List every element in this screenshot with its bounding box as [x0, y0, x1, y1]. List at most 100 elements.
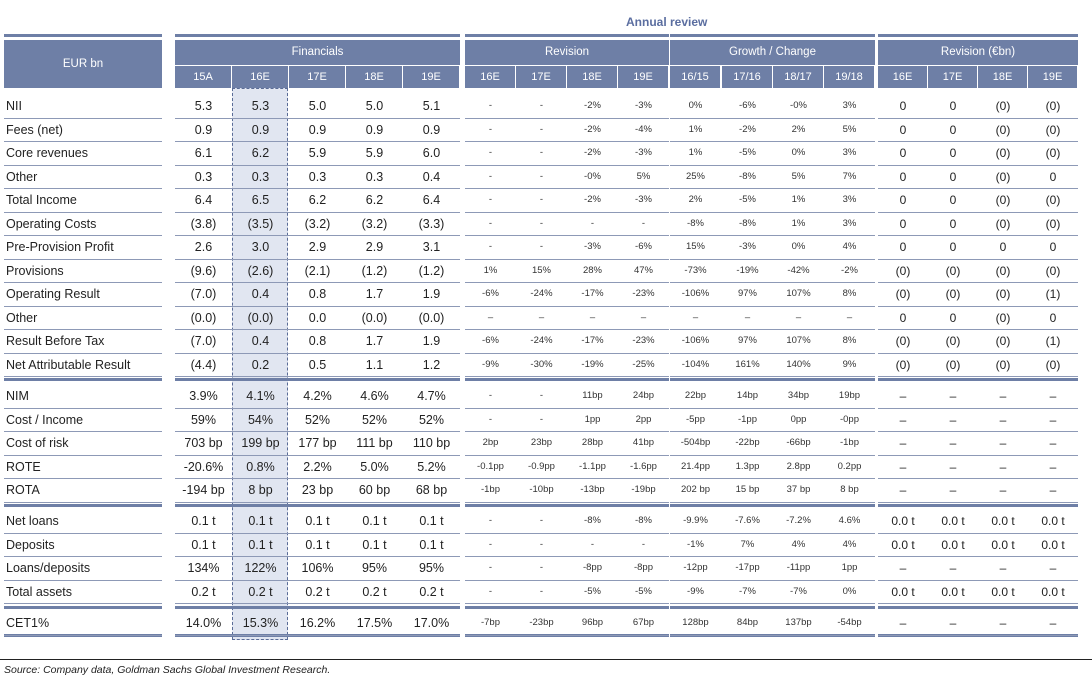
row-divider [670, 603, 875, 604]
revision-eur-cell: 0 [899, 99, 907, 113]
table-row: ROTA -194 bp 8 bp 23 bp 60 bp 68 bp -1bp -10bp -… [0, 479, 1092, 503]
financials-cell: 5.9 [308, 146, 327, 160]
financials-cell: 4.1% [246, 389, 275, 403]
row-divider [175, 188, 460, 189]
section-separator [670, 606, 875, 609]
revision-eur-cell: – [949, 483, 957, 497]
revision-eur-cell: 0 [899, 169, 907, 184]
revision-cell: - [488, 515, 493, 526]
financials-cell: 0.2 [251, 357, 270, 372]
row-divider [4, 188, 162, 189]
revision-eur-cell: – [899, 616, 907, 630]
financials-cell: 2.6 [194, 240, 213, 254]
table-row: Other 0.3 0.3 0.3 0.3 0.4 - - -0% 5% 25% -8% 5% 7% 0 0 (… [0, 166, 1092, 189]
financials-cell: 1.9 [422, 287, 441, 301]
revision-cell: -17% [581, 335, 604, 346]
row-divider [4, 603, 162, 604]
revision-cell: – [640, 311, 647, 323]
growth-cell: -3% [739, 241, 756, 252]
growth-cell: 8 bp [840, 484, 859, 495]
row-divider [175, 634, 460, 636]
row-divider [878, 117, 1078, 119]
revision-cell: -6% [635, 241, 652, 252]
row-divider [878, 579, 1078, 581]
financials-cell: 15.3% [242, 616, 279, 630]
growth-cell: -8% [687, 217, 704, 229]
group-growth-change: Growth / Change [670, 40, 875, 65]
financials-cell: 0.1 t [419, 537, 444, 552]
growth-cell: -7% [739, 585, 756, 597]
financials-cell: 6.2 [251, 146, 270, 160]
revision-cell: -3% [584, 241, 601, 252]
row-divider [175, 282, 460, 283]
row-divider [175, 501, 460, 503]
revision-col-header: 17E [516, 66, 566, 88]
revision-cell: -24% [530, 288, 553, 299]
financials-cell: 52% [304, 412, 331, 427]
row-divider [878, 634, 1078, 636]
row-divider [878, 556, 1078, 557]
financials-cell: 6.0 [422, 146, 441, 160]
revision-eur-cell: (0) [995, 287, 1011, 301]
row-divider [465, 282, 669, 283]
section-separator [4, 504, 162, 507]
revision-cell: - [539, 194, 544, 205]
growth-cell: 1pp [841, 562, 858, 573]
row-divider [670, 164, 875, 166]
row-divider [175, 164, 460, 166]
row-divider [878, 211, 1078, 213]
row-divider [878, 454, 1078, 456]
row-divider [4, 634, 162, 636]
financials-cell: 0.1 t [248, 514, 273, 528]
row-divider [175, 376, 460, 377]
financials-cell: 0.2 t [248, 584, 273, 599]
section-separator [878, 634, 1078, 637]
financials-cell: 14.0% [185, 616, 222, 630]
revision-eur-cell: (0) [945, 263, 961, 278]
row-divider [175, 117, 460, 119]
growth-cell: -17pp [735, 562, 760, 573]
financials-cell: 6.1 [194, 146, 213, 160]
row-label: Fees (net) [6, 122, 63, 137]
financials-cell: 5.0% [360, 459, 389, 474]
revision-cell: - [539, 241, 544, 252]
growth-cell: 3% [842, 194, 857, 205]
revision-cell: 28% [582, 264, 602, 276]
financials-cell: 4.7% [417, 389, 446, 403]
revision-cell: - [488, 194, 493, 205]
group-financials: Financials [175, 40, 460, 65]
revision-eur-cell: (0) [995, 216, 1011, 231]
financials-cell: 6.5 [251, 193, 270, 207]
financials-col-header: 19E [403, 66, 459, 88]
revision-eur-cell: (0) [1045, 122, 1061, 137]
financials-cell: 0.1 t [248, 537, 273, 552]
revision-cell: 1% [483, 264, 498, 276]
financials-cell: (3.5) [247, 216, 274, 231]
source-rule [0, 659, 1092, 660]
financials-cell: 1.9 [422, 334, 441, 348]
revision-eur-cell: (0) [895, 334, 911, 348]
revision-eur-cell: 0 [949, 146, 957, 160]
financials-cell: 0.8 [308, 287, 327, 301]
revision-cell: -10bp [529, 484, 554, 495]
revision-eur-cell: 0.0 t [991, 514, 1015, 528]
row-divider [175, 532, 460, 534]
financials-cell: 2.9 [308, 240, 327, 254]
row-divider [175, 305, 460, 307]
row-divider [878, 407, 1078, 409]
section-separator [175, 606, 460, 609]
row-divider [878, 188, 1078, 189]
table-row: Net loans 0.1 t 0.1 t 0.1 t 0.1 t 0.1 t - - -8% -… [0, 510, 1092, 534]
revision-eur-cell: 0 [949, 122, 957, 137]
section-separator [465, 634, 669, 637]
revision-eur-cell: (0) [995, 310, 1011, 325]
financials-cell: 59% [190, 412, 217, 427]
growth-cell: 202 bp [680, 484, 711, 495]
section-separator [670, 378, 875, 381]
revision-eur-cell: 0.0 t [891, 537, 915, 552]
growth-cell: 1% [688, 147, 703, 158]
financials-cell: 0.4 [422, 169, 441, 184]
group-rule [878, 34, 1078, 37]
growth-cell: 5% [842, 123, 857, 135]
group-rule [175, 34, 460, 37]
